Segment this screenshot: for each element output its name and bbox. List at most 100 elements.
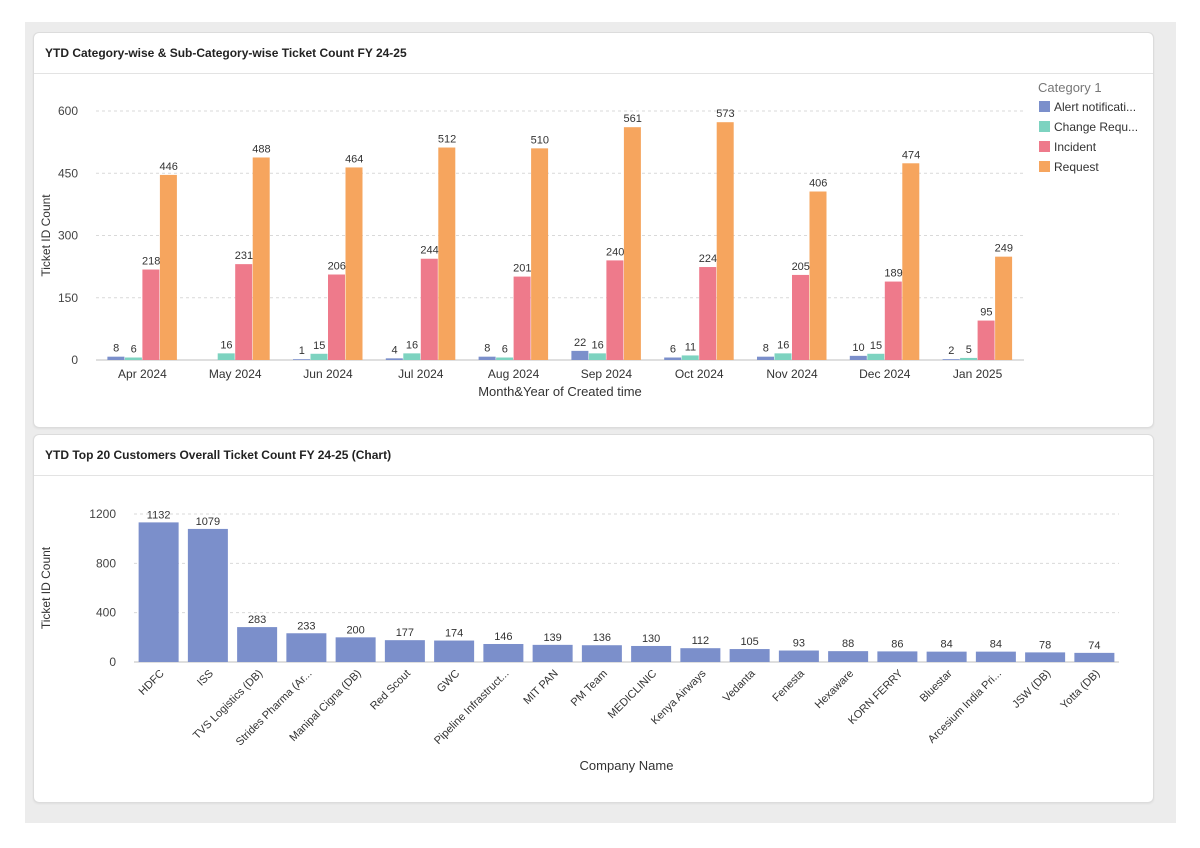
legend-swatch (1039, 141, 1050, 152)
data-label: 86 (891, 638, 903, 650)
data-label: 15 (313, 340, 325, 352)
bar (778, 650, 819, 662)
x-tick-label: Red Scout (368, 668, 413, 713)
legend-label: Incident (1054, 140, 1097, 154)
bar (571, 350, 589, 360)
data-label: 95 (980, 307, 992, 319)
bar (699, 267, 717, 360)
bar (237, 627, 278, 662)
bar (138, 522, 179, 662)
y-tick-label: 450 (58, 166, 78, 180)
data-label: 189 (884, 268, 902, 280)
data-label: 233 (297, 620, 315, 632)
bar (631, 645, 672, 662)
data-label: 1079 (196, 516, 220, 528)
data-label: 464 (345, 153, 363, 165)
bar (217, 353, 235, 360)
data-label: 93 (793, 638, 805, 650)
bar (1074, 652, 1115, 662)
y-tick-label: 800 (96, 556, 116, 570)
data-label: 206 (328, 261, 346, 273)
bar (623, 127, 641, 360)
data-label: 105 (740, 636, 758, 648)
data-label: 174 (445, 628, 463, 640)
bar (385, 358, 403, 360)
data-label: 6 (670, 344, 676, 356)
data-label: 201 (513, 263, 531, 275)
legend-title: Category 1 (1038, 80, 1102, 95)
bar (532, 644, 573, 662)
y-axis-title: Ticket ID Count (39, 194, 53, 277)
y-tick-label: 300 (58, 229, 78, 243)
bar (977, 320, 995, 360)
data-label: 22 (574, 337, 586, 349)
legend-swatch (1039, 121, 1050, 132)
x-tick-label: Nov 2024 (766, 367, 818, 381)
data-label: 8 (113, 343, 119, 355)
bar (345, 167, 363, 360)
data-label: 249 (995, 243, 1013, 255)
x-tick-label: Vedanta (721, 667, 759, 705)
bar (293, 359, 310, 360)
data-label: 218 (142, 256, 160, 268)
data-label: 200 (346, 624, 364, 636)
x-tick-label: JSW (DB) (1010, 668, 1053, 711)
x-tick-label: Fenesta (770, 667, 807, 704)
data-label: 474 (902, 149, 920, 161)
data-label: 130 (642, 633, 660, 645)
legend-swatch (1039, 161, 1050, 172)
data-label: 488 (252, 143, 270, 155)
bar (716, 122, 734, 360)
bar (513, 276, 531, 360)
data-label: 8 (763, 343, 769, 355)
bar (960, 357, 978, 360)
bar (420, 258, 438, 360)
bar (496, 357, 514, 360)
data-label: 240 (606, 246, 624, 258)
bar (335, 637, 376, 662)
bar (107, 356, 125, 360)
bar (975, 651, 1016, 662)
data-label: 4 (391, 344, 397, 356)
bar (142, 269, 160, 360)
data-label: 6 (131, 344, 137, 356)
bar (187, 528, 228, 662)
data-label: 2 (948, 345, 954, 357)
bar (606, 260, 624, 360)
data-label: 283 (248, 614, 266, 626)
data-label: 573 (716, 108, 734, 120)
data-label: 84 (990, 639, 1002, 651)
legend-swatch (1039, 101, 1050, 112)
data-label: 231 (235, 250, 253, 262)
bar (328, 274, 345, 360)
x-tick-label: Sep 2024 (581, 367, 633, 381)
data-label: 112 (692, 635, 710, 647)
bar (438, 147, 456, 360)
x-tick-label: ISS (195, 668, 216, 689)
bar (995, 256, 1013, 360)
x-tick-label: Jan 2025 (953, 367, 1003, 381)
legend-label: Change Requ... (1054, 120, 1138, 134)
bar (926, 651, 967, 662)
x-tick-label: Bluestar (918, 667, 955, 704)
bar (403, 353, 421, 360)
data-label: 84 (941, 639, 953, 651)
data-label: 74 (1088, 640, 1100, 652)
x-tick-label: Hexaware (813, 668, 857, 712)
bar (792, 274, 809, 360)
category-chart-panel: YTD Category-wise & Sub-Category-wise Ti… (33, 32, 1154, 428)
data-label: 15 (870, 340, 882, 352)
panel-title: YTD Category-wise & Sub-Category-wise Ti… (34, 33, 1153, 74)
bar (867, 353, 885, 360)
bar (809, 191, 827, 360)
data-label: 224 (699, 253, 717, 265)
x-tick-label: Jul 2024 (398, 367, 444, 381)
x-tick-label: May 2024 (209, 367, 262, 381)
y-tick-label: 150 (58, 291, 78, 305)
bar (384, 640, 425, 662)
bar (849, 355, 867, 360)
bar (581, 645, 622, 662)
x-tick-label: Oct 2024 (675, 367, 724, 381)
data-label: 406 (809, 178, 827, 190)
